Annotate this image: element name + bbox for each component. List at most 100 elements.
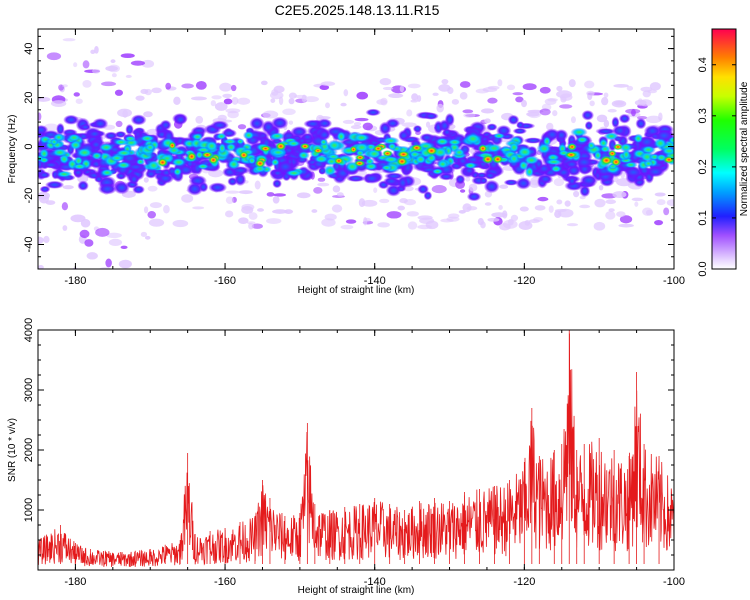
heatmap-band-cell xyxy=(115,161,132,170)
heatmap-noise-cell xyxy=(122,109,128,118)
heatmap-noise-cell xyxy=(38,112,42,121)
heatmap-noise-cell xyxy=(115,120,123,128)
heatmap-noise-cell xyxy=(656,199,666,206)
heatmap-noise-cell xyxy=(288,97,295,105)
heatmap-band-cell xyxy=(227,177,238,186)
heatmap-band-cell xyxy=(434,137,450,146)
spectrogram-y-tick-label: -40 xyxy=(23,237,35,253)
heatmap-band-cell xyxy=(447,138,463,146)
heatmap-band-cell xyxy=(581,109,595,121)
heatmap-noise-cell xyxy=(148,218,165,227)
heatmap-band-cell xyxy=(125,123,134,136)
heatmap-noise-cell xyxy=(317,182,330,187)
heatmap-band-cell xyxy=(227,158,241,170)
heatmap-band-cell xyxy=(618,113,631,124)
heatmap-noise-cell xyxy=(589,100,595,107)
snr-x-tick-label: -180 xyxy=(64,576,86,588)
heatmap-band-cell xyxy=(215,132,227,140)
heatmap-noise-cell xyxy=(140,88,149,95)
heatmap-band-cell xyxy=(633,133,644,144)
heatmap-noise-cell xyxy=(379,78,392,86)
heatmap-noise-cell xyxy=(266,218,282,225)
heatmap-noise-cell xyxy=(195,115,204,124)
heatmap-noise-cell xyxy=(539,86,551,94)
heatmap-band-cell xyxy=(579,174,599,187)
heatmap-noise-cell xyxy=(388,93,404,99)
spectrogram-y-tick-label: 20 xyxy=(23,91,35,103)
heatmap-band-cell xyxy=(38,156,50,164)
heatmap-noise-cell xyxy=(399,85,405,93)
heatmap-noise-cell xyxy=(46,52,62,61)
heatmap-noise-cell xyxy=(319,84,330,90)
heatmap-noise-cell xyxy=(361,199,378,207)
heatmap-noise-cell xyxy=(294,94,308,99)
heatmap-noise-cell xyxy=(362,122,373,131)
heatmap-noise-cell xyxy=(120,53,135,59)
heatmap-band-cell xyxy=(516,121,525,129)
heatmap-band-cell xyxy=(99,168,115,177)
heatmap-noise-cell xyxy=(556,199,563,205)
heatmap-noise-cell xyxy=(386,211,402,219)
snr-series-line xyxy=(38,330,674,567)
spectrogram-x-tick-label: -140 xyxy=(364,275,386,287)
heatmap-band-cell xyxy=(50,138,59,146)
spectrogram-panel: -180 -160 -140 -120 -100 -40 -20 0 20 40 Height … xyxy=(7,28,685,296)
heatmap-noise-cell xyxy=(80,218,91,228)
heatmap-band-cell xyxy=(204,140,219,152)
snr-panel: -180 -160 -140 -120 -100 1000 2000 3000 4000 He… xyxy=(7,318,685,596)
heatmap-noise-cell xyxy=(272,209,288,214)
heatmap-noise-cell xyxy=(270,98,276,103)
heatmap-band-cell xyxy=(196,163,210,170)
heatmap-band-cell xyxy=(55,170,73,178)
heatmap-noise-cell xyxy=(195,80,207,90)
heatmap-band-cell xyxy=(38,171,51,179)
heatmap-peak-cell xyxy=(312,147,324,154)
heatmap-band-cell xyxy=(444,112,455,127)
heatmap-band-cell xyxy=(503,179,519,186)
heatmap-noise-cell xyxy=(506,84,516,91)
heatmap-band-cell xyxy=(466,191,482,202)
heatmap-band-cell xyxy=(297,150,310,160)
heatmap-noise-cell xyxy=(618,223,634,228)
heatmap-band-cell xyxy=(486,143,503,153)
heatmap-band-cell xyxy=(72,163,87,170)
heatmap-noise-cell xyxy=(379,198,390,204)
snr-x-tick-label: -100 xyxy=(663,576,685,588)
heatmap-band-cell xyxy=(222,138,238,145)
heatmap-noise-cell xyxy=(584,80,595,89)
heatmap-noise-cell xyxy=(605,211,616,220)
heatmap-band-cell xyxy=(611,116,620,129)
heatmap-noise-cell xyxy=(331,204,343,213)
heatmap-band-cell xyxy=(603,132,619,141)
spectrogram-x-ticks: -180 -160 -140 -120 -100 xyxy=(37,29,685,287)
heatmap-noise-cell xyxy=(241,203,255,211)
heatmap-noise-cell xyxy=(512,92,524,96)
heatmap-noise-cell xyxy=(498,204,503,211)
heatmap-band-cell xyxy=(270,158,280,167)
heatmap-band-cell xyxy=(352,133,371,143)
heatmap-band-cell xyxy=(92,118,109,130)
heatmap-noise-cell xyxy=(141,59,155,68)
heatmap-band-cell xyxy=(570,127,588,137)
heatmap-noise-cell xyxy=(407,83,421,89)
heatmap-noise-cell xyxy=(50,100,67,107)
colorbar-ticks: 0.0 0.1 0.2 0.3 0.4 xyxy=(697,57,736,277)
heatmap-noise-cell xyxy=(75,98,83,104)
heatmap-band-cell xyxy=(423,112,439,120)
heatmap-noise-cell xyxy=(654,192,666,197)
heatmap-band-cell xyxy=(483,171,497,180)
heatmap-band-cell xyxy=(437,159,449,169)
heatmap-band-cell xyxy=(208,182,228,193)
heatmap-band-cell xyxy=(173,114,188,125)
heatmap-noise-cell xyxy=(260,80,268,86)
heatmap-band-cell xyxy=(316,118,333,129)
heatmap-noise-cell xyxy=(634,99,647,106)
heatmap-noise-cell xyxy=(62,185,74,190)
heatmap-band-cell xyxy=(385,118,401,129)
heatmap-band-cell xyxy=(365,108,381,117)
heatmap-peak-cell xyxy=(238,150,250,160)
heatmap-band-cell xyxy=(412,124,423,133)
heatmap-band-cell xyxy=(380,164,393,171)
heatmap-band-cell xyxy=(635,117,647,130)
heatmap-band-cell xyxy=(210,120,229,130)
